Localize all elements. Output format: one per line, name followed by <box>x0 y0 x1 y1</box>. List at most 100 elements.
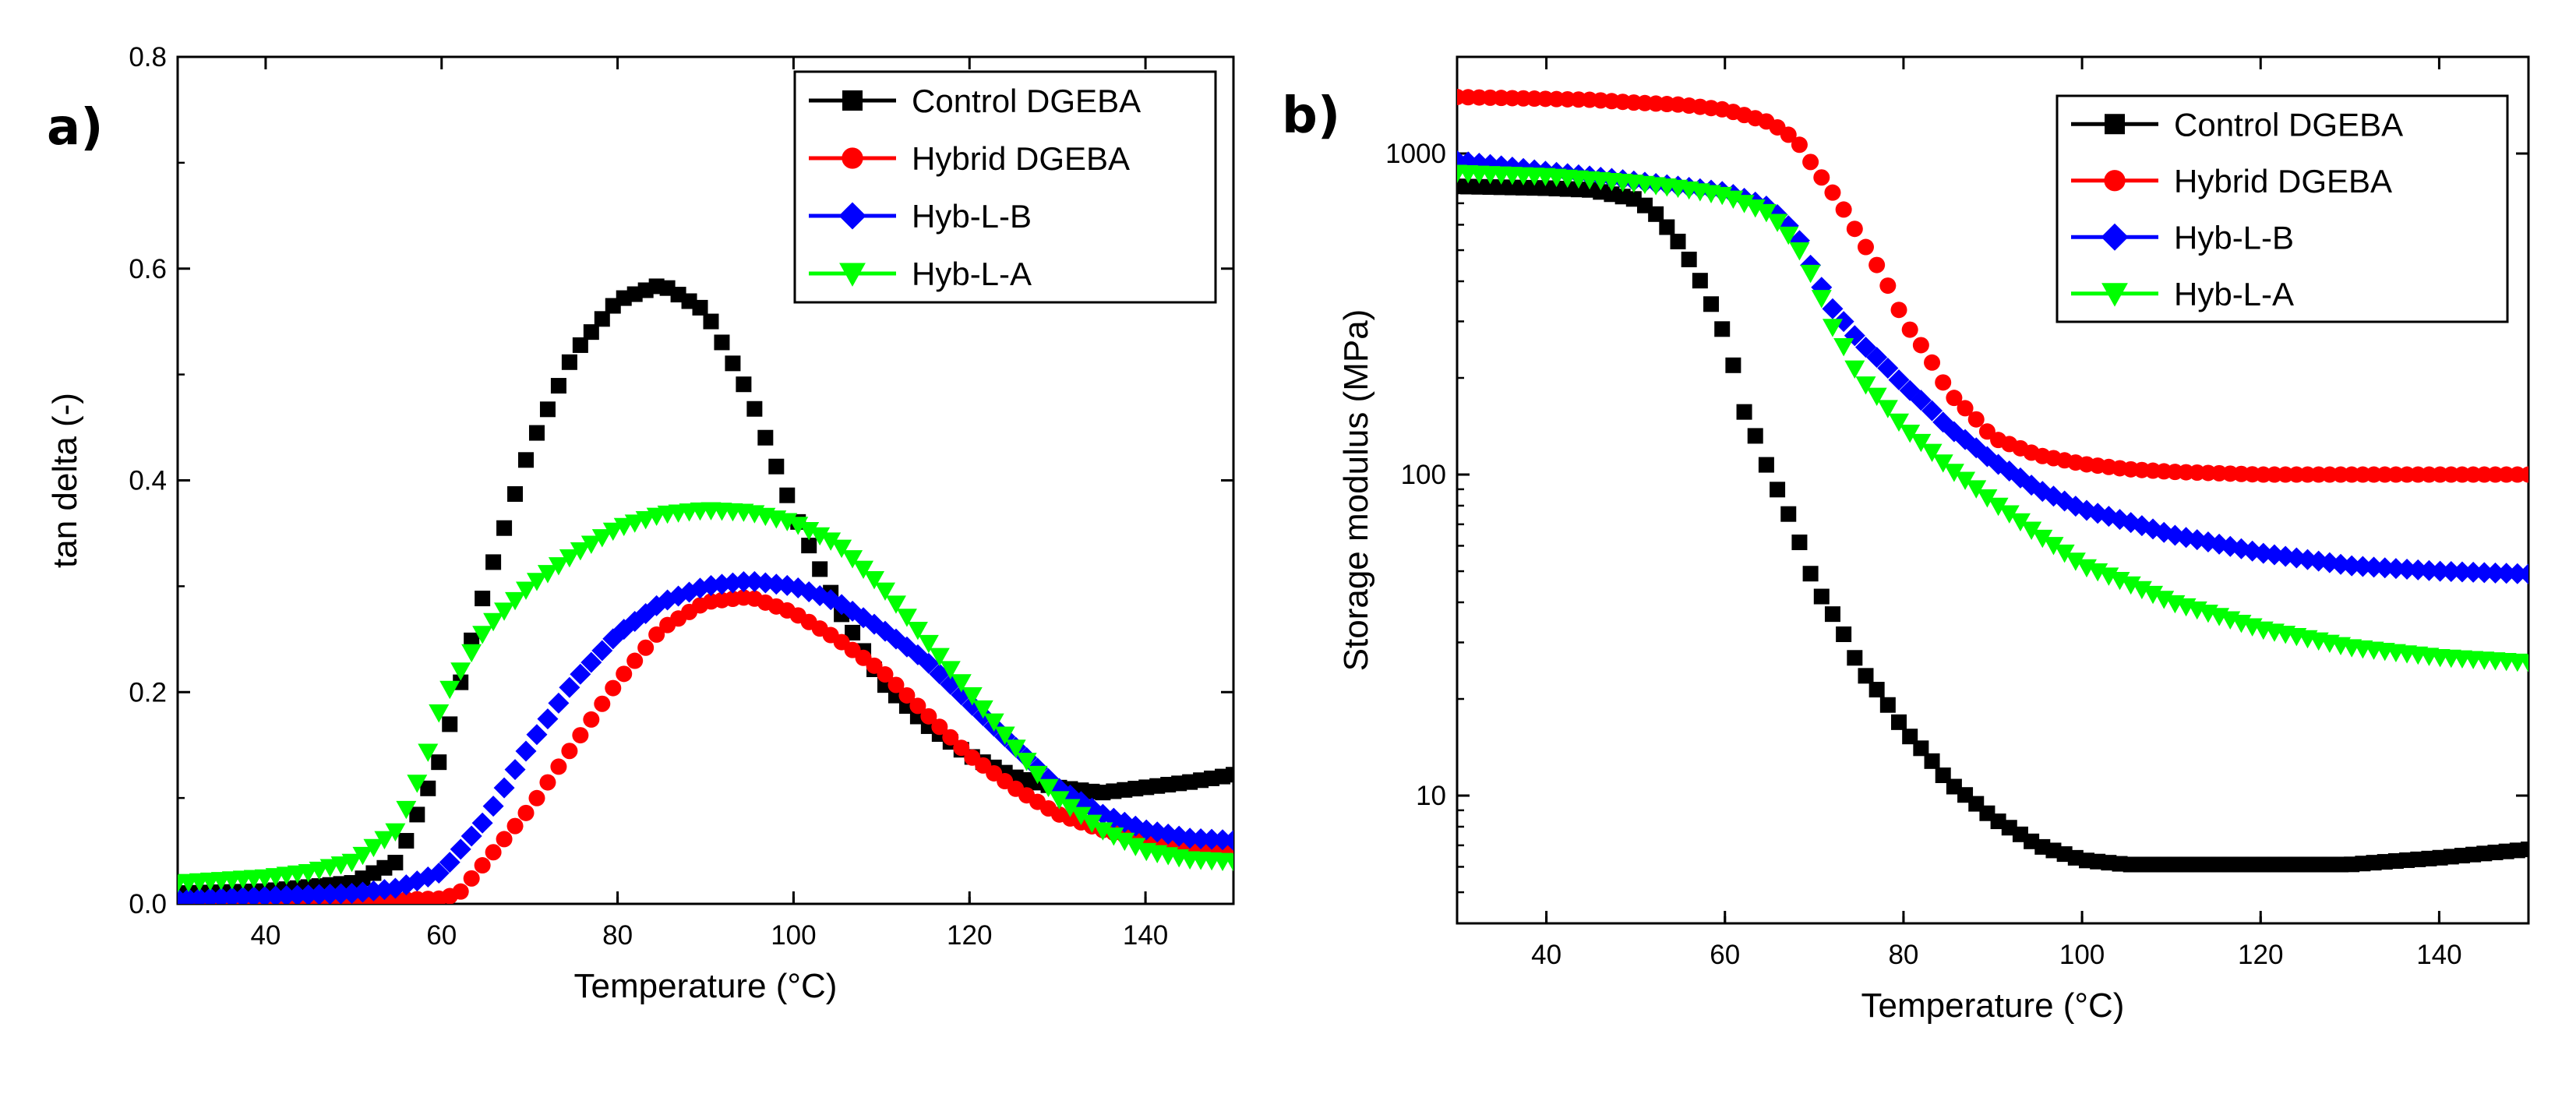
data-point <box>407 775 428 793</box>
y-axis-label: Storage modulus (MPa) <box>1337 309 1375 672</box>
data-point <box>452 883 469 900</box>
data-point <box>613 517 634 537</box>
data-point <box>2440 561 2462 583</box>
data-point <box>471 812 493 834</box>
legend-marker <box>2101 223 2129 251</box>
data-point <box>624 514 645 533</box>
x-tick-label: 60 <box>426 920 457 951</box>
legend-label: Hybrid DGEBA <box>912 140 1130 177</box>
data-point <box>1778 226 1799 245</box>
y-tick-label: 100 <box>1401 460 1446 490</box>
data-point <box>485 554 502 570</box>
y-axis-label: tan delta (-) <box>46 393 84 568</box>
legend-entry: Hyb-L-B <box>2071 219 2294 256</box>
data-point <box>516 581 537 600</box>
data-point <box>485 844 502 861</box>
x-tick-label: 100 <box>2059 940 2105 970</box>
data-point <box>648 626 665 643</box>
data-point <box>1879 697 1896 713</box>
legend-entry: Hybrid DGEBA <box>809 140 1130 177</box>
data-point <box>594 695 611 712</box>
data-point <box>1891 714 1907 730</box>
x-tick-label: 80 <box>602 920 633 951</box>
data-point <box>409 806 425 823</box>
data-point <box>482 796 504 817</box>
data-point <box>384 877 406 899</box>
data-point <box>539 401 556 418</box>
data-point <box>1016 753 1037 771</box>
data-point <box>887 676 905 693</box>
data-point <box>1780 506 1797 522</box>
x-axis-ticks: 40 60 80 100 120 140 <box>250 57 1168 951</box>
data-point <box>418 743 439 762</box>
data-point <box>703 313 719 330</box>
data-point <box>1946 390 1963 407</box>
data-point <box>420 780 436 796</box>
data-point <box>1681 251 1697 267</box>
data-point <box>1736 404 1752 420</box>
data-point <box>1844 360 1865 379</box>
data-point <box>1957 400 1974 417</box>
panel-label: a) <box>47 99 103 157</box>
data-point <box>591 529 612 548</box>
series-hyb-l-a <box>178 502 1233 893</box>
data-point <box>1027 765 1048 785</box>
data-point <box>387 855 404 871</box>
x-tick-label: 40 <box>1531 940 1561 970</box>
data-point <box>1811 290 1832 309</box>
data-point <box>1038 778 1059 798</box>
data-point <box>518 452 535 468</box>
y-tick-label: 0.4 <box>129 466 167 496</box>
legend-marker <box>2104 170 2126 192</box>
data-point <box>352 846 373 866</box>
data-point <box>1802 566 1819 582</box>
panel-b-storage-modulus-chart: 40 60 80 100 120 140 10 100 1000 Temperature (°C)… <box>1282 55 2530 1025</box>
data-point <box>1223 829 1233 851</box>
data-point <box>526 724 548 746</box>
data-point <box>1932 454 1953 473</box>
data-point <box>1854 337 1876 358</box>
data-point <box>528 425 545 441</box>
data-point <box>2032 529 2053 549</box>
x-axis-label: Temperature (°C) <box>574 967 838 1005</box>
data-point <box>496 520 513 536</box>
legend-entry: Hyb-L-B <box>809 198 1032 235</box>
data-point <box>885 595 906 614</box>
data-point <box>799 521 820 541</box>
x-tick-label: 120 <box>2238 940 2283 970</box>
data-point <box>515 740 537 762</box>
data-point <box>330 883 352 904</box>
data-point <box>570 663 591 685</box>
data-point <box>450 662 471 681</box>
data-point <box>1966 480 1987 499</box>
y-tick-label: 0.6 <box>129 254 167 284</box>
plot-area <box>1457 88 2528 873</box>
data-point <box>801 538 817 554</box>
data-point <box>550 378 566 394</box>
data-point <box>1822 298 1844 319</box>
data-point <box>2520 466 2528 483</box>
legend-marker <box>838 202 866 230</box>
data-point <box>962 687 983 706</box>
legend-label: Hyb-L-A <box>912 256 1032 292</box>
x-tick-label: 140 <box>1123 920 1168 951</box>
data-point <box>1800 264 1821 284</box>
data-point <box>2054 544 2075 563</box>
data-point <box>1670 233 1686 249</box>
data-point <box>1924 753 1940 769</box>
data-point <box>2120 576 2141 595</box>
legend-entry: Control DGEBA <box>2071 106 2403 143</box>
data-point <box>1977 489 1998 508</box>
data-point <box>1103 828 1124 846</box>
legend-box <box>2056 94 2509 323</box>
panel-label: b) <box>1282 87 1340 145</box>
data-point <box>572 727 589 744</box>
data-point <box>909 697 926 715</box>
y-tick-label: 0.2 <box>129 677 167 708</box>
plot-area <box>178 278 1233 904</box>
data-point <box>507 486 524 503</box>
data-point <box>1789 242 1810 261</box>
data-point <box>537 565 558 584</box>
data-point <box>1836 626 1852 643</box>
data-point <box>1879 277 1897 295</box>
